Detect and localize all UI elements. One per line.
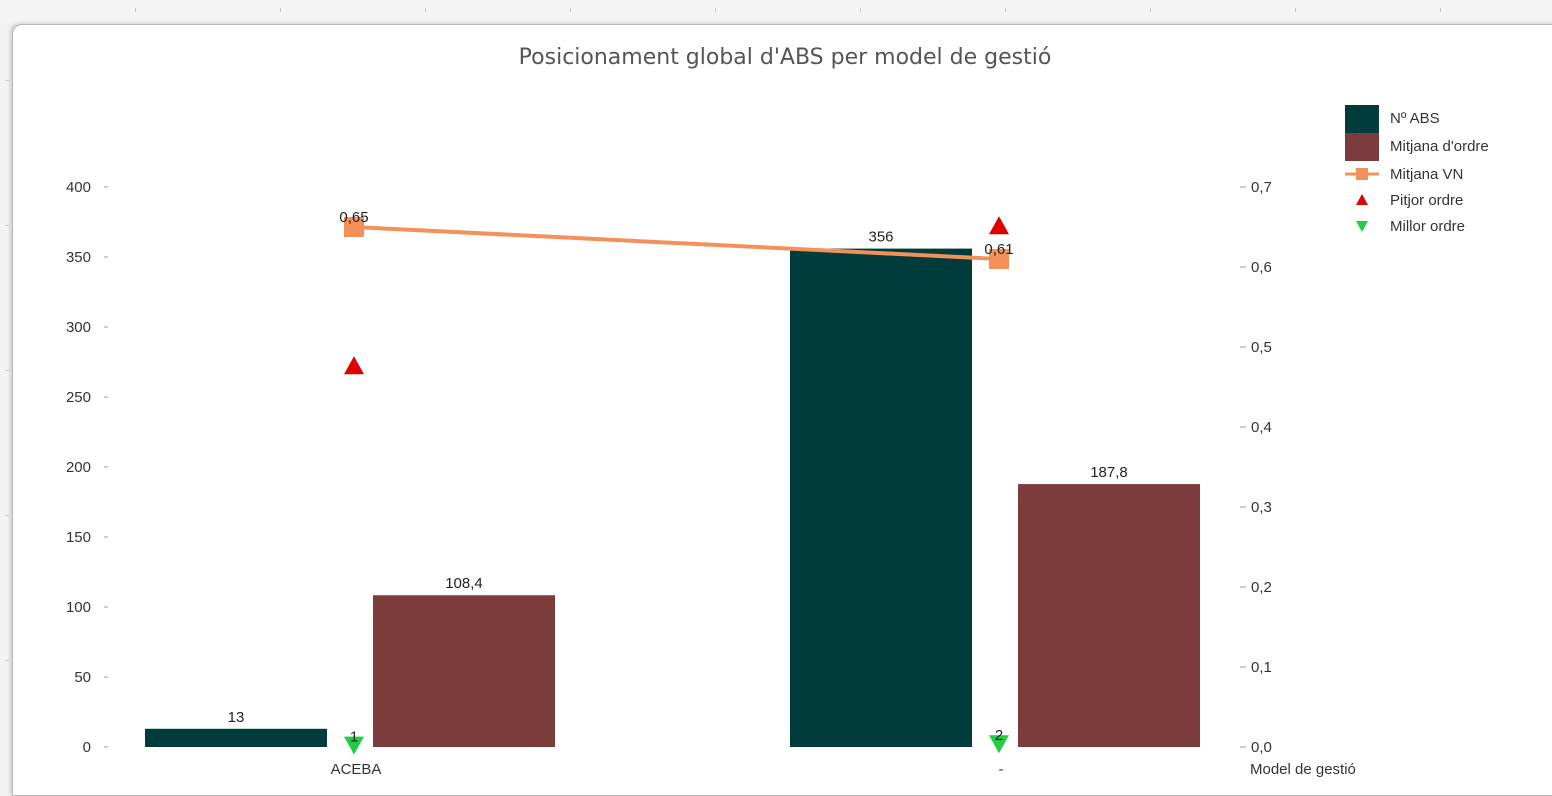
y-tick-label-left: 100 [66,599,91,616]
ruler-tick [1005,8,1006,12]
y-tick-label-right: 0,0 [1251,739,1272,756]
y-tick-label-left: 150 [66,529,91,546]
y-tick-label-right: 0,3 [1251,499,1272,516]
y-tick-label-left: 250 [66,389,91,406]
y-tick-label-left: 50 [74,669,91,686]
legend-label: Millor ordre [1390,218,1465,235]
bar [1018,484,1200,747]
y-tick-label-left: 400 [66,179,91,196]
ruler-tick [425,8,426,12]
legend-swatch [1356,168,1368,180]
side-ruler-tick [5,515,9,516]
legend[interactable]: Nº ABS Mitjana d'ordre Mitjana VN Pitjor or… [1345,105,1489,235]
marker-point [989,735,1009,754]
bar-value-label: 108,4 [445,575,483,592]
ruler-tick [570,8,571,12]
y-tick-label-left: 300 [66,319,91,336]
legend-item[interactable]: Pitjor ordre [1356,192,1463,209]
x-tick-label: - [999,761,1004,778]
bars: 13 356 108,4 187,8 [145,229,1200,747]
legend-item[interactable]: Millor ordre [1356,218,1465,235]
y-tick-label-right: 0,4 [1251,419,1272,436]
y-axis-left: 0 50 100 150 200 250 300 350 400 [66,179,108,756]
line-point [344,217,364,237]
y-tick-label-left: 0 [83,739,91,756]
chart-title: Posicionament global d'ABS per model de … [519,45,1052,70]
legend-item[interactable]: Mitjana d'ordre [1345,133,1489,161]
marker-point [989,216,1009,235]
line-point [989,249,1009,269]
y-axis-right: 0,0 0,1 0,2 0,3 0,4 0,5 0,6 0,7 [1240,179,1272,756]
legend-label: Mitjana VN [1390,166,1463,183]
side-ruler-tick [5,225,9,226]
y-tick-label-right: 0,6 [1251,259,1272,276]
y-tick-label-right: 0,5 [1251,339,1272,356]
legend-item[interactable]: Mitjana VN [1345,166,1463,183]
y-tick-label-left: 350 [66,249,91,266]
bar [145,728,327,747]
ruler-tick [1440,8,1441,12]
ruler-tick [1150,8,1151,12]
ruler-tick [860,8,861,12]
line-value-label: 0,61 [984,241,1013,258]
y-tick-label-left: 200 [66,459,91,476]
legend-item[interactable]: Nº ABS [1345,105,1440,133]
ruler-tick [1295,8,1296,12]
x-axis-title: Model de gestió [1250,761,1356,778]
marker-point [344,736,364,755]
bar-value-label: 356 [868,229,893,246]
ruler-tick [135,8,136,12]
line-value-label: 0,65 [339,209,368,226]
ruler-tick [280,8,281,12]
y-tick-label-right: 0,7 [1251,179,1272,196]
legend-swatch [1356,221,1368,232]
line-series [353,225,1000,261]
bar [790,248,972,747]
y-tick-label-right: 0,2 [1251,579,1272,596]
x-tick-label: ACEBA [331,761,382,778]
legend-swatch [1345,133,1379,161]
marker-point [344,356,364,375]
line-layer: 0,65 0,61 [339,209,1014,269]
side-ruler-tick [5,660,9,661]
side-ruler-tick [5,80,9,81]
ruler-tick [715,8,716,12]
legend-label: Mitjana d'ordre [1390,138,1489,155]
bar [373,595,555,747]
bar-value-label: 13 [228,709,245,726]
y-tick-label-right: 0,1 [1251,659,1272,676]
top-ruler [0,0,1552,24]
legend-swatch [1356,194,1368,205]
x-axis: Model de gestió ACEBA - [331,761,1356,778]
side-ruler-tick [5,370,9,371]
bar-value-label: 187,8 [1090,464,1128,481]
legend-swatch [1345,105,1379,133]
marker-value-label: 2 [995,727,1003,744]
marker-value-label: 1 [350,729,358,746]
legend-label: Pitjor ordre [1390,192,1463,209]
chart-panel [12,24,1552,796]
legend-label: Nº ABS [1390,110,1440,127]
